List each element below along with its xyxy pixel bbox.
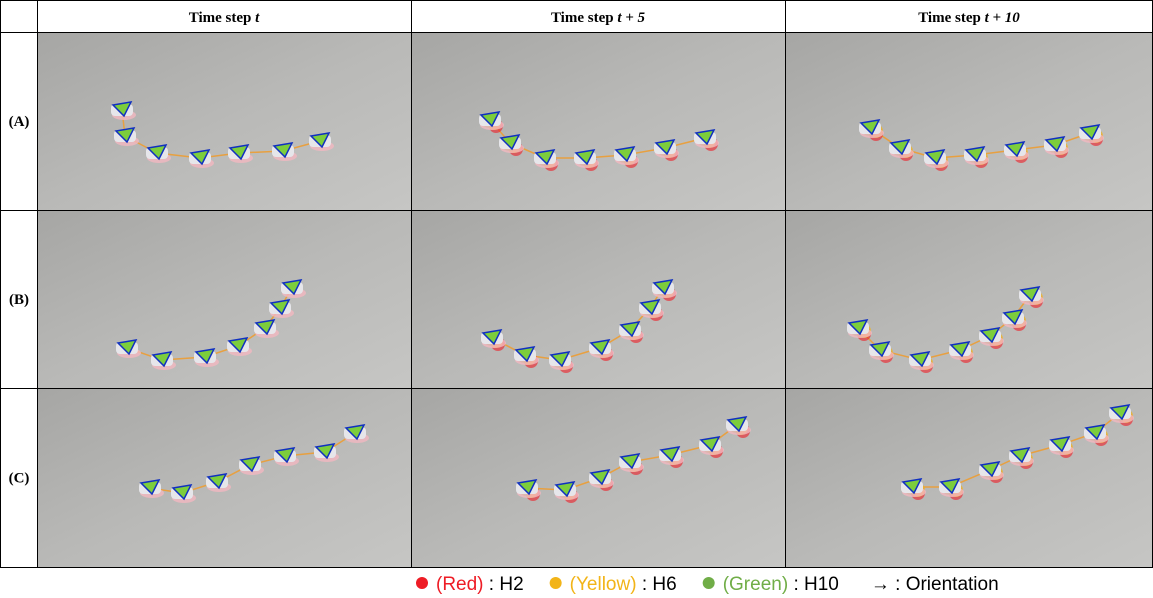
photo-panel: [38, 211, 411, 388]
column-header: Time step t: [189, 10, 260, 26]
legend-dot: [416, 577, 428, 589]
legend-item: → : Orientation: [871, 574, 999, 595]
column-header: Time step t + 10: [918, 10, 1020, 26]
photo-panel: [412, 389, 785, 567]
figure: Time step tTime step t + 5Time step t + …: [0, 0, 1153, 598]
row-label: (B): [9, 292, 29, 308]
photo-panel: [412, 33, 785, 210]
column-header: Time step t + 5: [551, 10, 646, 26]
legend-name: (Red): [436, 574, 484, 595]
legend-text: : Orientation: [895, 574, 999, 595]
legend-dot: [703, 577, 715, 589]
legend-name: (Yellow): [570, 574, 637, 595]
header-label: Time step: [918, 10, 981, 26]
header-label: Time step: [189, 10, 252, 26]
photo-panel: [38, 389, 411, 567]
photo-panel: [786, 389, 1153, 567]
photo-panel: [786, 33, 1153, 210]
photo: [412, 211, 785, 388]
legend-name: (Green): [723, 574, 788, 595]
photo-panel: [412, 211, 785, 388]
header-label: Time step: [551, 10, 614, 26]
legend-name: →: [871, 574, 890, 595]
legend-text: : H10: [793, 574, 838, 595]
row-label: (C): [9, 471, 30, 487]
legend-text: : H6: [642, 574, 677, 595]
legend-text: : H2: [489, 574, 524, 595]
header-math: t + 10: [985, 10, 1021, 26]
legend-item: (Yellow) : H6: [570, 574, 677, 595]
photo-panel: [786, 211, 1153, 388]
panels: [38, 33, 1153, 567]
legend-item: (Red) : H2: [436, 574, 524, 595]
legend-dot: [550, 577, 562, 589]
header-math: t: [255, 10, 260, 26]
legend-item: (Green) : H10: [723, 574, 839, 595]
photo: [38, 33, 411, 210]
photo: [786, 33, 1153, 210]
photo-panel: [38, 33, 411, 210]
row-label: (A): [9, 114, 30, 130]
photo: [38, 211, 411, 388]
header-math: t + 5: [617, 10, 645, 26]
photo: [412, 33, 785, 210]
